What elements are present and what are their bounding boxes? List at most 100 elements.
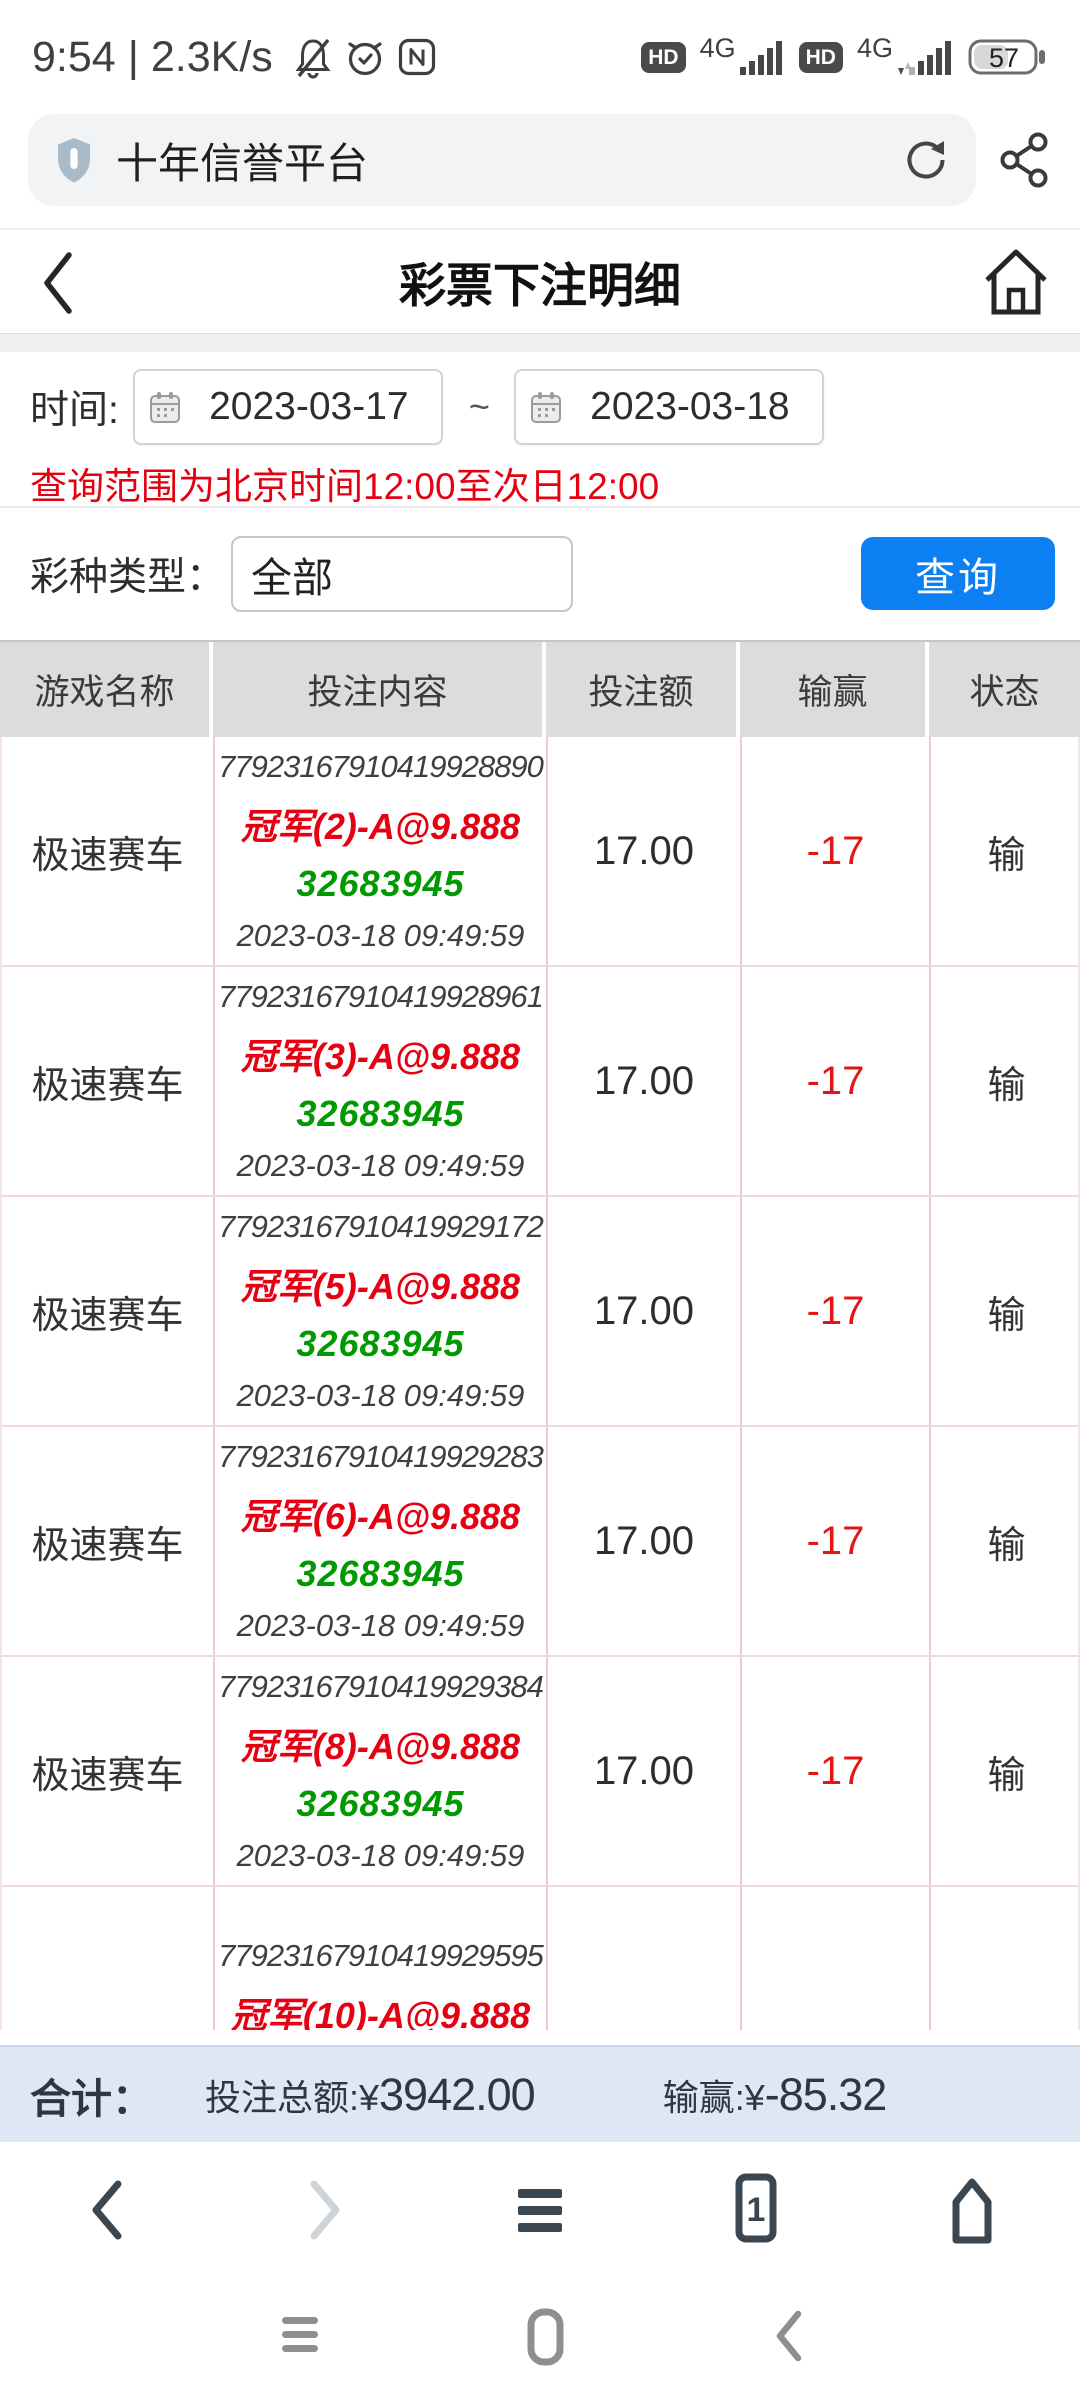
type-filter-row: 彩种类型： 全部 查询 (0, 535, 1080, 613)
status-bar: 9:54 | 2.3K/s (0, 14, 1080, 100)
back-button[interactable] (38, 248, 78, 323)
battery-percent: 57 (989, 43, 1019, 73)
signal-group-1: 4G (700, 33, 785, 76)
nav-home-button[interactable] (864, 2142, 1080, 2278)
nav-forward-button[interactable] (216, 2142, 432, 2278)
share-button[interactable] (998, 131, 1052, 189)
nav-menu-icon (518, 2189, 562, 2232)
battery-icon: 57 (968, 39, 1045, 75)
result-number: 32683945 (296, 1322, 465, 1364)
nav-forward-icon (310, 2180, 340, 2240)
cell-status: 输 (931, 967, 1080, 1195)
network-speed: 2.3K/s (150, 32, 273, 81)
bet-time: 2023-03-18 09:49:59 (236, 1377, 525, 1413)
cell-bet-content: 77923167910419928961 冠军(3)-A@9.888 32683… (215, 967, 548, 1195)
game-name: 极速赛车 (31, 1064, 184, 1107)
browser-address-row: 十年信誉平台 (0, 112, 1080, 208)
ticket-number: 77923167910419929172 (218, 1208, 544, 1244)
bet-detail: 冠军(3)-A@9.888 (240, 1035, 521, 1077)
bet-detail: 冠军(2)-A@9.888 (240, 805, 521, 847)
bet-amount: 17.00 (593, 828, 695, 873)
cell-winloss: -17 (742, 967, 931, 1195)
nav-tabs-button[interactable]: 1 (648, 2142, 864, 2278)
nav-back-icon (92, 2180, 122, 2240)
total-label: 合计： (30, 2075, 153, 2122)
share-icon (1000, 132, 1048, 188)
bet-detail: 冠军(10)-A@9.888 (230, 1994, 531, 2031)
time-label: 时间: (30, 389, 119, 432)
game-name: 极速赛车 (31, 834, 184, 877)
win-loss: -17 (806, 1748, 865, 1793)
cell-bet-content: 77923167910419929384 冠军(8)-A@9.888 32683… (215, 1657, 548, 1885)
bet-status: 输 (987, 1294, 1026, 1337)
cell-game: 极速赛车 (2, 1427, 215, 1655)
win-loss: -17 (806, 1288, 865, 1333)
bet-total-label: 投注总额:¥ (205, 2076, 380, 2118)
result-number: 32683945 (296, 1092, 465, 1134)
date-from-value: 2023-03-17 (209, 385, 409, 428)
status-right: HD 4G HD 4G (641, 33, 1048, 77)
query-button[interactable]: 查询 (861, 537, 1055, 610)
signal-group-2: 4G (857, 33, 954, 76)
ticket-number: 77923167910419929384 (218, 1668, 544, 1704)
refresh-icon[interactable] (902, 136, 950, 184)
winloss-total-label: 输赢:¥ (662, 2076, 765, 2118)
url-bar[interactable]: 十年信誉平台 (28, 114, 976, 206)
cell-status (931, 1887, 1080, 2030)
date-from-input[interactable]: 2023-03-17 (132, 369, 443, 445)
hd-badge-2: HD (798, 41, 843, 73)
date-to-input[interactable]: 2023-03-18 (513, 369, 824, 445)
home-button[interactable] (978, 244, 1054, 325)
cell-bet-content: 77923167910419929172 冠军(5)-A@9.888 32683… (215, 1197, 548, 1425)
nav-home-icon (952, 2178, 992, 2244)
calendar-icon (149, 392, 180, 423)
shield-icon (58, 138, 90, 183)
cell-game: 极速赛车 (2, 737, 215, 965)
winloss-total-group: 输赢:¥ -85.32 (662, 2069, 888, 2121)
system-menu-icon (282, 2317, 318, 2352)
nav-menu-button[interactable] (432, 2142, 648, 2278)
signal-bars-icon-2 (898, 41, 951, 75)
cell-amount: 17.00 (548, 737, 742, 965)
system-back-icon (776, 2310, 802, 2362)
calendar-icon (530, 392, 561, 423)
system-back-button[interactable] (765, 2306, 813, 2371)
type-label: 彩种类型： (30, 556, 226, 599)
range-separator: ~ (468, 386, 490, 427)
bet-status: 输 (987, 834, 1026, 877)
cell-status: 输 (931, 737, 1080, 965)
bet-time: 2023-03-18 09:49:59 (236, 1837, 525, 1873)
cell-game: 极速赛车 (2, 1657, 215, 1885)
bet-amount: 17.00 (593, 1748, 695, 1793)
browser-nav-bar: 1 (0, 2142, 1080, 2278)
ticket-number: 77923167910419929283 (218, 1438, 544, 1474)
net-type-2: 4G (856, 33, 893, 63)
win-loss: -17 (806, 1518, 865, 1563)
bet-table[interactable]: 游戏名称 投注内容 投注额 输赢 状态 极速赛车 779231679104199… (0, 640, 1080, 2030)
system-home-button[interactable] (517, 2306, 573, 2373)
tab-count: 1 (747, 2191, 766, 2229)
game-name: 极速赛车 (31, 1754, 184, 1797)
nav-back-button[interactable] (0, 2142, 216, 2278)
table-row: 极速赛车 77923167910419929384 冠军(8)-A@9.888 … (0, 1657, 1080, 1887)
col-header-amount: 投注额 (546, 642, 740, 737)
cell-bet-content: 77923167910419929595 冠军(10)-A@9.888 (215, 1887, 548, 2030)
result-number: 32683945 (296, 1782, 465, 1824)
col-header-game: 游戏名称 (0, 642, 213, 737)
status-left: 9:54 | 2.3K/s (32, 33, 437, 82)
cell-winloss: -17 (742, 737, 931, 965)
bet-detail: 冠军(6)-A@9.888 (240, 1495, 521, 1537)
bet-total-value: 3942.00 (379, 2068, 536, 2120)
back-chevron-icon (44, 252, 72, 314)
status-left-icons (293, 35, 437, 79)
lottery-type-input[interactable]: 全部 (231, 536, 574, 612)
bet-time: 2023-03-18 09:49:59 (236, 1147, 525, 1183)
date-to-value: 2023-03-18 (590, 385, 790, 428)
time-filter-row: 时间: 2023-03-17 ~ (0, 368, 1080, 446)
cell-amount: 17.00 (548, 967, 742, 1195)
hd-badge-1: HD (641, 41, 686, 73)
bet-status: 输 (987, 1754, 1026, 1797)
system-menu-button[interactable] (272, 2306, 328, 2367)
net-type-1: 4G (699, 33, 736, 63)
